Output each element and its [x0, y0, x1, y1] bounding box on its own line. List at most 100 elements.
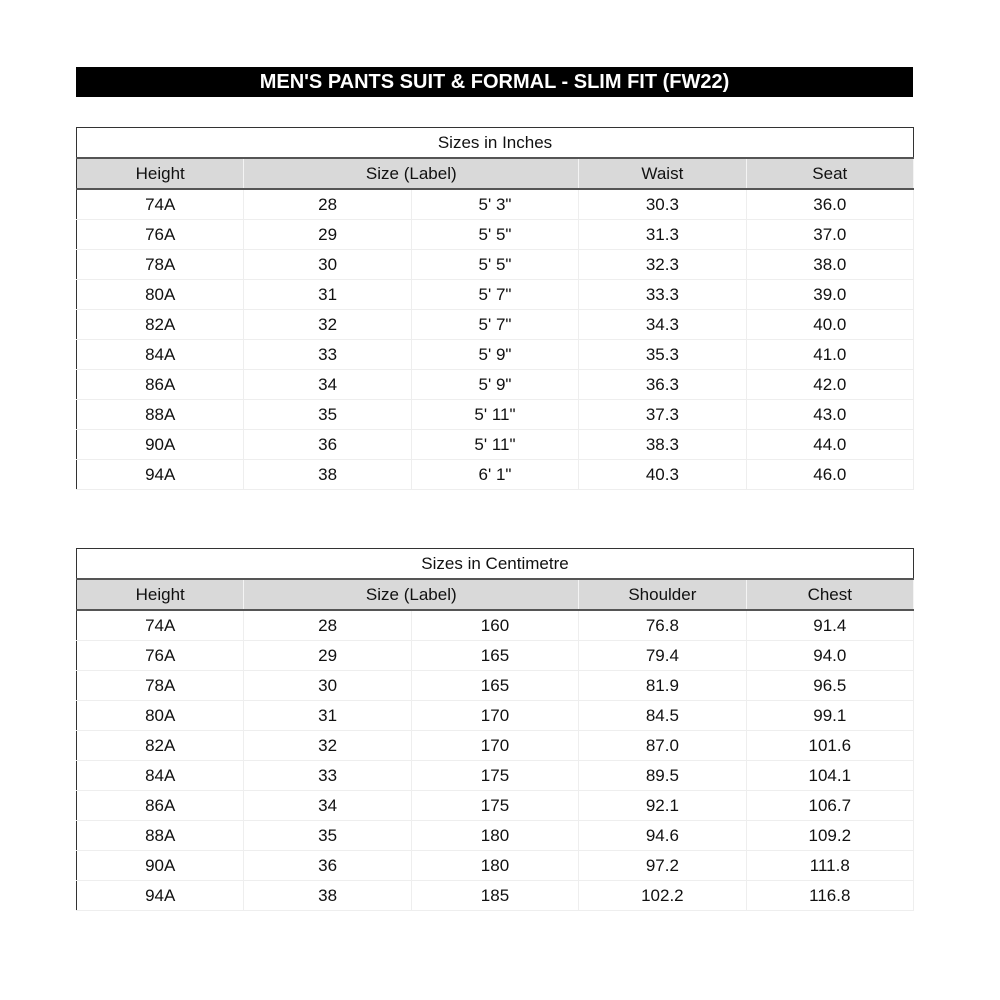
table-cell: 82A — [76, 730, 245, 761]
table-cell: 28 — [243, 189, 412, 220]
table-cell: 87.0 — [578, 730, 747, 761]
table-cell: 31 — [243, 700, 412, 731]
table-cell: 5' 3" — [411, 189, 580, 220]
table-cell: 180 — [411, 850, 580, 881]
table-cell: 97.2 — [578, 850, 747, 881]
table-cell: 84.5 — [578, 700, 747, 731]
table-cell: 32 — [243, 730, 412, 761]
table-cell: 76.8 — [578, 610, 747, 641]
table-cell: 42.0 — [746, 369, 915, 400]
table-cell: 74A — [76, 189, 245, 220]
table-cell: 30 — [243, 249, 412, 280]
table-cell: 37.3 — [578, 399, 747, 430]
table-cell: 89.5 — [578, 760, 747, 791]
table-cell: 31.3 — [578, 219, 747, 250]
table-cell: 90A — [76, 850, 245, 881]
table-cell: 84A — [76, 760, 245, 791]
table-row: 78A 30 165 81.9 96.5 — [76, 670, 915, 701]
table-cell: 39.0 — [746, 279, 915, 310]
table-cell: 5' 9" — [411, 339, 580, 370]
table-row: 84A 33 175 89.5 104.1 — [76, 760, 915, 791]
table-cell: 35 — [243, 820, 412, 851]
table-cell: 34 — [243, 790, 412, 821]
table-cell: 38 — [243, 880, 412, 911]
table-caption: Sizes in Inches — [76, 127, 914, 159]
column-header: Chest — [746, 579, 915, 611]
table-cell: 84A — [76, 339, 245, 370]
table-cell: 35 — [243, 399, 412, 430]
table-row: 74A 28 5' 3" 30.3 36.0 — [76, 189, 915, 220]
table-cell: 37.0 — [746, 219, 915, 250]
table-cell: 88A — [76, 399, 245, 430]
table-row: 78A 30 5' 5" 32.3 38.0 — [76, 249, 915, 280]
table-row: 88A 35 5' 11" 37.3 43.0 — [76, 399, 915, 430]
table-cell: 94A — [76, 459, 245, 490]
table-cell: 104.1 — [746, 760, 915, 791]
table-cell: 33.3 — [578, 279, 747, 310]
table-cell: 79.4 — [578, 640, 747, 671]
column-header: Waist — [578, 158, 747, 190]
table-cell: 36 — [243, 429, 412, 460]
table-cell: 175 — [411, 760, 580, 791]
table-cell: 165 — [411, 670, 580, 701]
table-cell: 94.6 — [578, 820, 747, 851]
table-cell: 90A — [76, 429, 245, 460]
table-cell: 74A — [76, 610, 245, 641]
table-cell: 88A — [76, 820, 245, 851]
column-header: Height — [76, 158, 245, 190]
table-cell: 91.4 — [746, 610, 915, 641]
table-cell: 5' 11" — [411, 429, 580, 460]
table-cell: 82A — [76, 309, 245, 340]
table-cell: 36 — [243, 850, 412, 881]
table-caption: Sizes in Centimetre — [76, 548, 914, 580]
table-caption-row: Sizes in Inches — [76, 127, 914, 159]
table-cell: 175 — [411, 790, 580, 821]
table-row: 76A 29 5' 5" 31.3 37.0 — [76, 219, 915, 250]
table-row: 82A 32 5' 7" 34.3 40.0 — [76, 309, 915, 340]
table-row: 84A 33 5' 9" 35.3 41.0 — [76, 339, 915, 370]
table-cell: 36.0 — [746, 189, 915, 220]
table-cell: 170 — [411, 730, 580, 761]
table-row: 94A 38 6' 1" 40.3 46.0 — [76, 459, 915, 490]
table-row: 86A 34 175 92.1 106.7 — [76, 790, 915, 821]
column-header: Height — [76, 579, 245, 611]
column-header: Seat — [746, 158, 915, 190]
table-cell: 28 — [243, 610, 412, 641]
table-cell: 33 — [243, 760, 412, 791]
table-cell: 76A — [76, 640, 245, 671]
size-table-inches: Sizes in Inches Height Size (Label) Wais… — [76, 127, 915, 490]
table-cell: 102.2 — [578, 880, 747, 911]
table-cell: 86A — [76, 369, 245, 400]
table-cell: 38.0 — [746, 249, 915, 280]
table-cell: 78A — [76, 249, 245, 280]
table-cell: 29 — [243, 640, 412, 671]
table-row: 86A 34 5' 9" 36.3 42.0 — [76, 369, 915, 400]
table-cell: 5' 7" — [411, 309, 580, 340]
table-cell: 94A — [76, 880, 245, 911]
table-cell: 30.3 — [578, 189, 747, 220]
page-title: MEN'S PANTS SUIT & FORMAL - SLIM FIT (FW… — [76, 67, 913, 97]
table-cell: 185 — [411, 880, 580, 911]
table-cell: 180 — [411, 820, 580, 851]
table-cell: 99.1 — [746, 700, 915, 731]
table-cell: 80A — [76, 700, 245, 731]
table-cell: 5' 9" — [411, 369, 580, 400]
table-cell: 106.7 — [746, 790, 915, 821]
table-cell: 5' 5" — [411, 219, 580, 250]
table-row: 82A 32 170 87.0 101.6 — [76, 730, 915, 761]
table-cell: 46.0 — [746, 459, 915, 490]
table-row: 90A 36 180 97.2 111.8 — [76, 850, 915, 881]
table-cell: 35.3 — [578, 339, 747, 370]
table-cell: 94.0 — [746, 640, 915, 671]
table-cell: 30 — [243, 670, 412, 701]
table-header-row: Height Size (Label) Waist Seat — [76, 158, 915, 190]
table-cell: 109.2 — [746, 820, 915, 851]
table-cell: 116.8 — [746, 880, 915, 911]
table-row: 94A 38 185 102.2 116.8 — [76, 880, 915, 911]
table-row: 90A 36 5' 11" 38.3 44.0 — [76, 429, 915, 460]
table-cell: 41.0 — [746, 339, 915, 370]
table-cell: 29 — [243, 219, 412, 250]
table-cell: 6' 1" — [411, 459, 580, 490]
table-cell: 34 — [243, 369, 412, 400]
table-cell: 5' 5" — [411, 249, 580, 280]
